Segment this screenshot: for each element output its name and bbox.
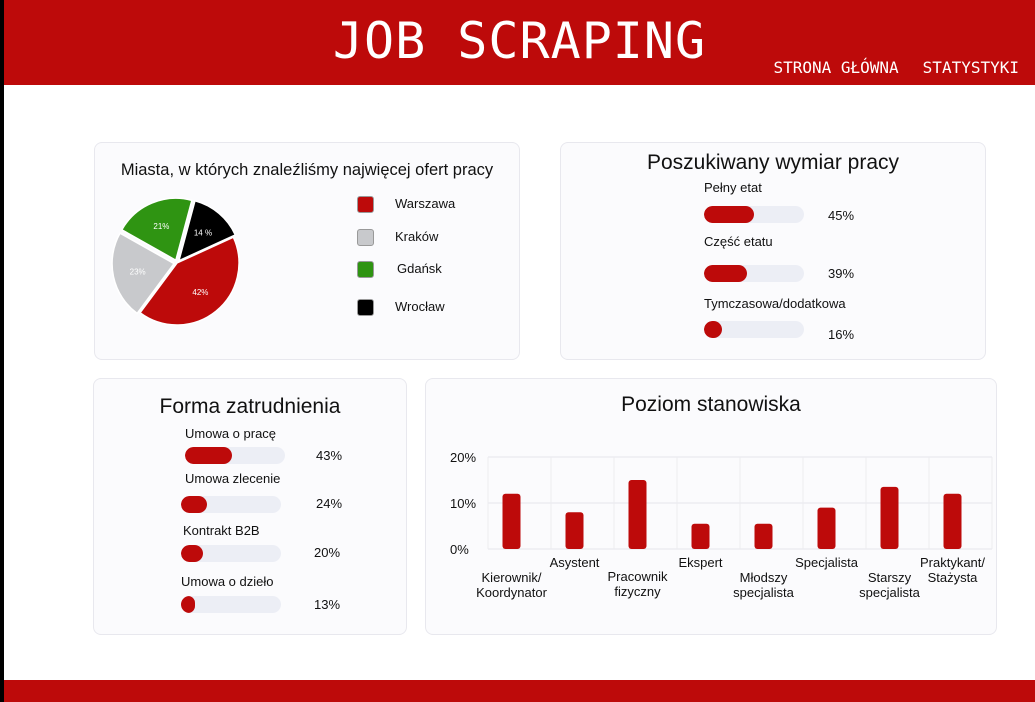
legend-label-warszawa: Warszawa <box>395 196 456 211</box>
legend-swatch-gdańsk <box>357 261 374 278</box>
cities-card: Miasta, w których znaleźliśmy najwięcej … <box>94 142 520 360</box>
legend-label-wrocław: Wrocław <box>395 299 445 314</box>
x-tick-label: Ekspert <box>678 555 722 570</box>
progress-track <box>181 545 281 562</box>
bar <box>691 523 710 549</box>
progress-fill <box>185 447 233 464</box>
pie-slice-gdańsk <box>120 197 193 262</box>
worktime-card: Poszukiwany wymiar pracy Pełny etat 45% Cz… <box>560 142 986 360</box>
bar-label: Pełny etat <box>704 180 762 195</box>
bar <box>628 480 647 549</box>
bar-percent: 16% <box>828 327 855 342</box>
pie-slice-kraków <box>111 232 176 315</box>
bar <box>817 507 836 549</box>
bar-label: Umowa o dzieło <box>181 574 274 589</box>
pie-slice-warszawa <box>138 236 240 326</box>
x-tick-label: Kierownik/Koordynator <box>476 570 547 600</box>
bar-percent: 43% <box>316 448 343 463</box>
bar-label: Część etatu <box>704 234 773 249</box>
x-tick-label: Praktykant/Stażysta <box>920 555 985 585</box>
progress-fill <box>181 596 196 613</box>
y-tick-label: 20% <box>450 450 476 465</box>
bar-percent: 39% <box>828 266 855 281</box>
pie-label-gdańsk: 21% <box>153 222 169 231</box>
page: JOB SCRAPING STRONA GŁÓWNA STATYSTYKI Mi… <box>4 0 1035 702</box>
bar-percent: 45% <box>828 208 855 223</box>
bar-percent: 13% <box>314 597 341 612</box>
progress-fill <box>181 496 208 513</box>
bar <box>943 493 962 549</box>
bar <box>565 512 584 549</box>
cities-card-title: Miasta, w których znaleźliśmy najwięcej … <box>120 161 494 179</box>
progress-fill <box>704 321 722 338</box>
progress-fill <box>704 206 754 223</box>
legend-swatch-warszawa <box>357 196 374 213</box>
header: JOB SCRAPING STRONA GŁÓWNA STATYSTYKI <box>4 0 1035 85</box>
nav-statistics-link[interactable]: STATYSTYKI <box>922 58 1019 77</box>
legend-label-gdańsk: Gdańsk <box>397 261 442 276</box>
pie-label-kraków: 23% <box>130 267 146 276</box>
progress-track <box>185 447 285 464</box>
x-tick-label: Specjalista <box>795 555 859 570</box>
bar-label: Umowa zlecenie <box>185 471 281 486</box>
chart-grid <box>487 456 993 550</box>
cities-pie-chart: 14 % 42% 23% 21% <box>111 197 240 326</box>
pie-label-warszawa: 42% <box>192 288 208 297</box>
legend-label-kraków: Kraków <box>395 229 439 244</box>
legend-swatch-wrocław <box>357 299 374 316</box>
contract-card-title: Forma zatrudnienia <box>159 395 341 418</box>
progress-track <box>181 496 281 513</box>
pie-slice-wrocław <box>177 199 237 263</box>
progress-track <box>704 206 804 223</box>
contract-card: Forma zatrudnienia Umowa o pracę 43% Umowa… <box>93 378 407 635</box>
y-tick-label: 0% <box>450 542 469 557</box>
bar-percent: 20% <box>314 545 341 560</box>
bar-label: Kontrakt B2B <box>183 523 260 538</box>
bar-percent: 24% <box>316 496 343 511</box>
x-tick-label: Młodszy specjalista <box>733 570 794 600</box>
bar-label: Umowa o pracę <box>185 426 277 441</box>
main-nav: STRONA GŁÓWNA STATYSTYKI <box>773 58 1019 77</box>
progress-track <box>704 265 804 282</box>
position-card: Poziom stanowiska 20% 10% 0% Kierownik/Koor… <box>425 378 997 635</box>
nav-home-link[interactable]: STRONA GŁÓWNA <box>773 58 899 77</box>
progress-fill <box>181 545 203 562</box>
bar <box>502 493 521 549</box>
progress-fill <box>704 265 747 282</box>
progress-track <box>181 596 281 613</box>
x-tick-label: Starszy specjalista <box>859 570 920 600</box>
bar <box>880 486 899 549</box>
app-title: JOB SCRAPING <box>332 12 707 70</box>
bar <box>754 523 773 549</box>
bar-label: Tymczasowa/dodatkowa <box>704 296 846 311</box>
legend-swatch-kraków <box>357 229 374 246</box>
position-card-title: Poziom stanowiska <box>621 393 801 416</box>
worktime-card-title: Poszukiwany wymiar pracy <box>646 151 900 174</box>
progress-track <box>704 321 804 338</box>
pie-label-wrocław: 14 % <box>194 228 212 237</box>
x-tick-label: Asystent <box>550 555 600 570</box>
footer <box>4 680 1035 702</box>
x-tick-label: Pracownik fizyczny <box>608 569 668 599</box>
y-tick-label: 10% <box>450 496 476 511</box>
